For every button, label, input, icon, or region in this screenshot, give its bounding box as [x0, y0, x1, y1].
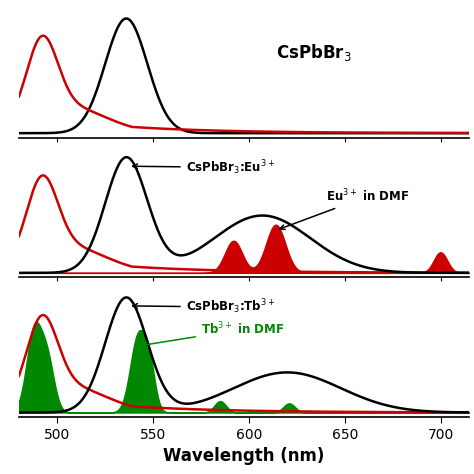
Text: CsPbBr$_3$: CsPbBr$_3$ [275, 42, 351, 63]
Text: Tb$^{3+}$ in DMF: Tb$^{3+}$ in DMF [142, 321, 284, 347]
Text: CsPbBr$_3$:Tb$^{3+}$: CsPbBr$_3$:Tb$^{3+}$ [133, 298, 275, 317]
Text: CsPbBr$_3$:Eu$^{3+}$: CsPbBr$_3$:Eu$^{3+}$ [133, 158, 275, 177]
X-axis label: Wavelength (nm): Wavelength (nm) [164, 447, 325, 465]
Text: Eu$^{3+}$ in DMF: Eu$^{3+}$ in DMF [280, 188, 409, 229]
